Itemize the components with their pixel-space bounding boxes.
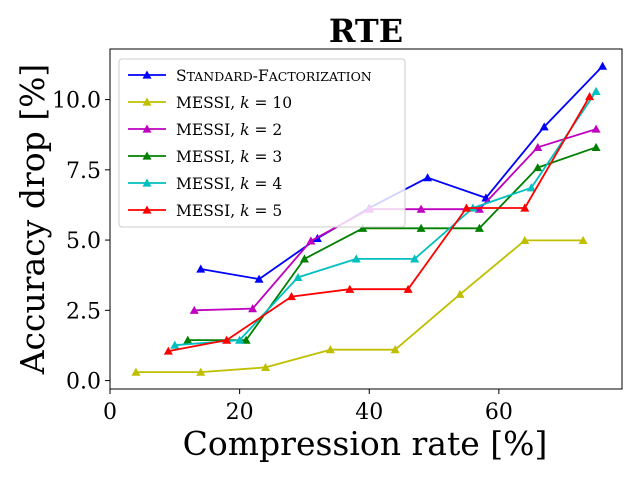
- data-point: [520, 235, 530, 244]
- series-line: [187, 146, 597, 342]
- legend-marker: [142, 70, 152, 79]
- data-point: [131, 367, 141, 376]
- data-point: [286, 292, 296, 301]
- series: [163, 91, 595, 355]
- legend-marker: [142, 97, 152, 106]
- legend-item: MESSI, k = 3: [128, 148, 282, 166]
- data-point: [539, 122, 549, 131]
- series: [170, 86, 601, 349]
- data-point: [196, 367, 206, 376]
- data-point: [526, 183, 536, 192]
- data-point: [533, 142, 543, 151]
- data-point: [461, 203, 471, 212]
- series-line: [168, 96, 591, 352]
- legend-label: STANDARD-FACTORIZATION: [176, 67, 372, 85]
- data-point: [293, 272, 303, 282]
- data-point: [299, 254, 309, 263]
- data-point: [189, 305, 199, 314]
- legend-marker: [142, 151, 152, 160]
- legend-box: [118, 58, 406, 228]
- data-point: [163, 346, 173, 355]
- series: [131, 235, 588, 376]
- legend-item: STANDARD-FACTORIZATION: [128, 67, 372, 85]
- legend-label: MESSI, k = 4: [176, 175, 282, 193]
- legend-marker: [142, 178, 152, 187]
- data-point: [591, 124, 601, 133]
- legend-item: MESSI, k = 4: [128, 175, 282, 193]
- data-point: [222, 335, 232, 344]
- x-tick-label: 20: [226, 400, 254, 425]
- data-point: [410, 254, 420, 263]
- y-axis-label: Accuracy drop [%]: [13, 64, 52, 376]
- y-tick-label: 0.0: [66, 370, 101, 395]
- data-point: [598, 61, 608, 70]
- x-tick-label: 40: [355, 400, 383, 425]
- data-point: [241, 335, 251, 344]
- legend-label: MESSI, k = 2: [176, 121, 282, 139]
- y-tick-label: 10.0: [52, 89, 101, 114]
- x-tick-label: 60: [485, 400, 513, 425]
- data-point: [591, 86, 601, 96]
- data-point: [196, 264, 206, 273]
- x-tick-label: 0: [103, 400, 117, 425]
- data-point: [254, 274, 264, 283]
- plot-frame: [109, 48, 623, 390]
- data-point: [351, 254, 361, 263]
- data-point: [520, 203, 530, 212]
- data-point: [591, 142, 601, 151]
- y-tick-label: 5.0: [66, 229, 101, 254]
- y-tick-label: 2.5: [66, 299, 101, 324]
- data-point: [533, 163, 543, 172]
- data-point: [390, 345, 400, 354]
- data-point: [416, 204, 426, 213]
- data-point: [416, 223, 426, 232]
- series-line: [135, 239, 584, 374]
- legend-item: MESSI, k = 10: [128, 94, 292, 112]
- data-point: [345, 284, 355, 293]
- legend-marker: [142, 205, 152, 214]
- data-point: [423, 173, 433, 182]
- data-point: [403, 284, 413, 293]
- data-point: [235, 335, 245, 344]
- data-point: [585, 91, 595, 101]
- data-point: [578, 235, 588, 244]
- axes-layer: 0 20 40 60 0.0 2.5 5.0 7.5 10.0: [52, 89, 513, 425]
- legend-label: MESSI, k = 5: [176, 202, 282, 220]
- chart-title: RTE: [329, 12, 403, 50]
- legend-item: MESSI, k = 2: [128, 121, 282, 139]
- legend-label: MESSI, k = 3: [176, 148, 282, 166]
- series-line: [174, 90, 597, 347]
- series: [183, 142, 601, 344]
- data-point: [170, 340, 180, 349]
- legend: STANDARD-FACTORIZATION MESSI, k = 10 MESSI…: [118, 58, 406, 228]
- data-point: [261, 362, 271, 371]
- data-point: [248, 304, 258, 313]
- legend-marker: [142, 124, 152, 133]
- x-axis-label: Compression rate [%]: [183, 424, 548, 463]
- data-point: [183, 335, 193, 344]
- data-point: [325, 345, 335, 354]
- y-tick-label: 7.5: [66, 159, 101, 184]
- data-point: [455, 289, 465, 298]
- data-point: [306, 236, 316, 245]
- data-point: [474, 223, 484, 232]
- legend-label: MESSI, k = 10: [176, 94, 292, 112]
- data-point: [358, 223, 368, 232]
- legend-item: MESSI, k = 5: [128, 202, 282, 220]
